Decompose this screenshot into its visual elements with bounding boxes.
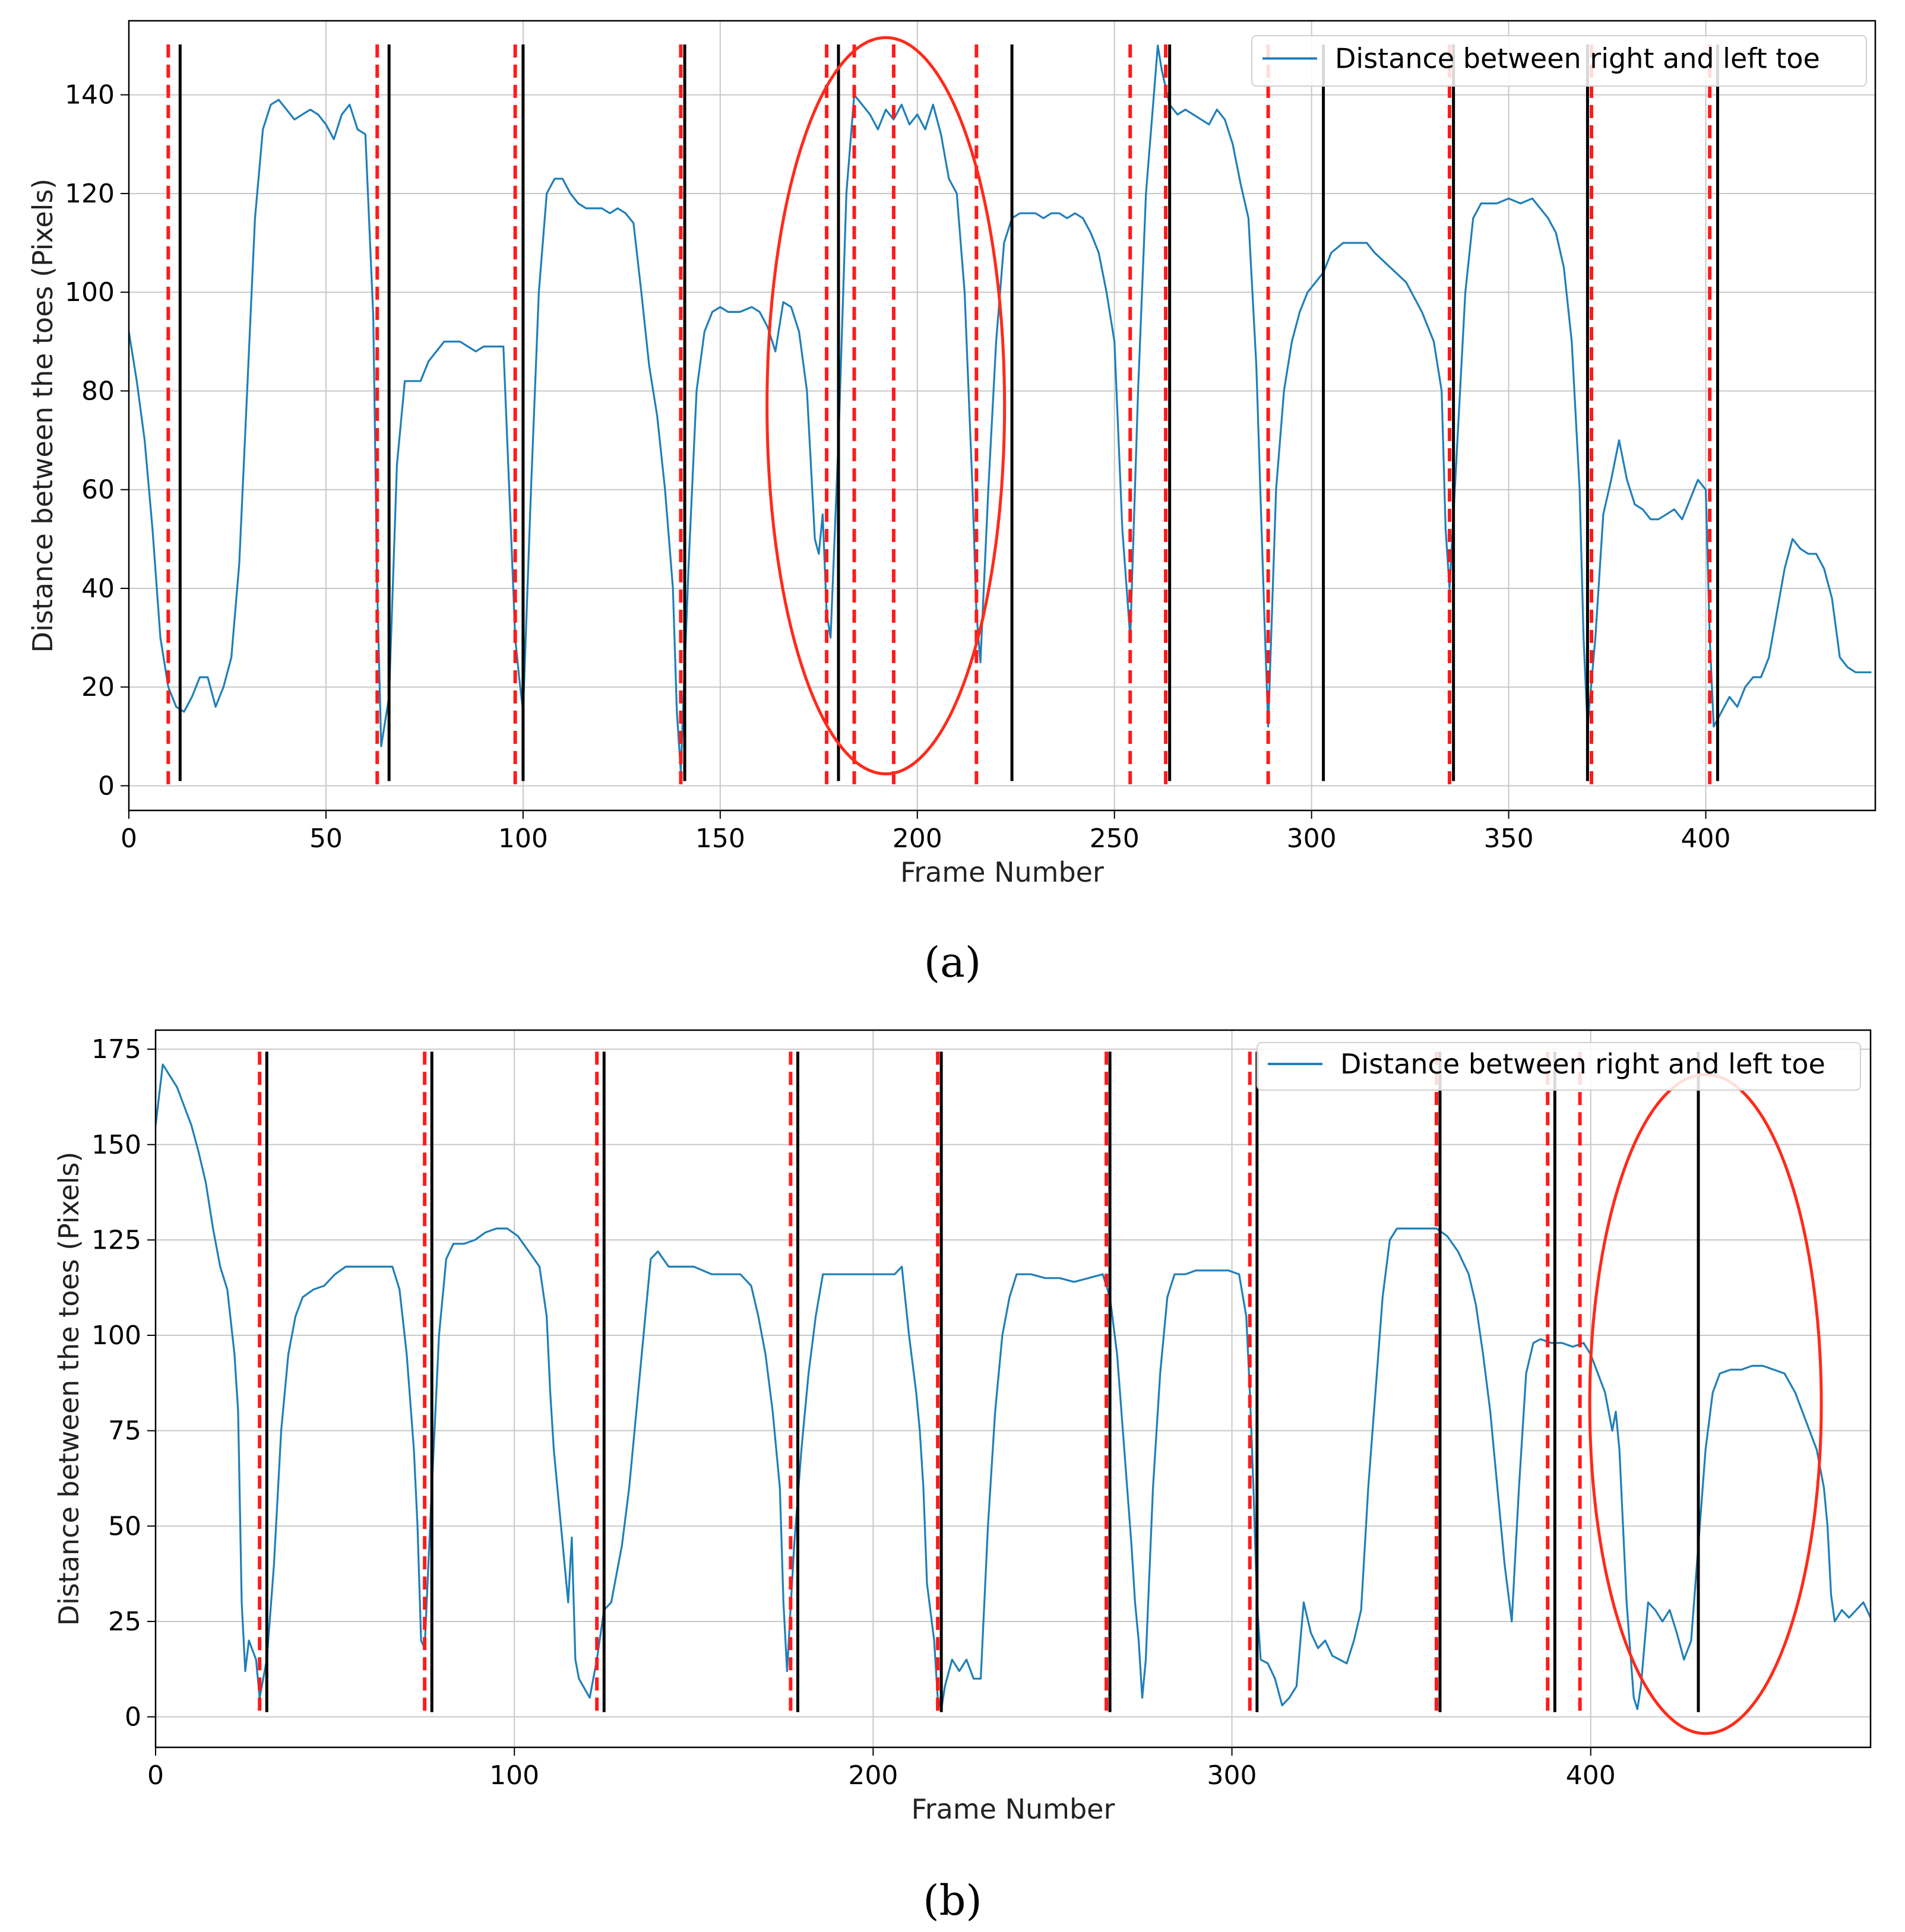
x-tick-label: 0	[147, 1760, 164, 1791]
axes-frame	[154, 1029, 1872, 1749]
x-axis-label: Frame Number	[912, 1793, 1115, 1825]
y-tick-label: 175	[91, 1034, 141, 1065]
axes-frame	[128, 20, 1876, 812]
y-tick-label: 40	[81, 574, 115, 604]
x-axis-label: Frame Number	[900, 856, 1104, 888]
series-line-0	[156, 1063, 1871, 1711]
legend-box	[1257, 1042, 1861, 1091]
highlight-ellipse	[1588, 1073, 1823, 1735]
y-tick-label: 120	[65, 179, 115, 209]
panel-caption: (b)	[923, 1876, 982, 1925]
x-tick-label: 50	[309, 824, 343, 854]
x-tick-label: 400	[1681, 824, 1731, 854]
y-tick-label: 75	[108, 1416, 141, 1446]
y-axis-label: Distance between the toes (Pixels)	[27, 179, 59, 653]
chart-panel-a: 0 50 100 150 200 250 300 350 400 0 20 40 60 80 100 120 1…	[27, 20, 1876, 987]
y-tick-label: 0	[98, 771, 115, 801]
y-tick-label: 150	[91, 1130, 141, 1160]
x-tick-label: 0	[121, 824, 137, 854]
y-tick-label: 60	[81, 475, 115, 505]
y-tick-label: 0	[125, 1702, 141, 1733]
x-tick-label: 400	[1566, 1760, 1616, 1791]
y-tick-label: 125	[91, 1225, 141, 1255]
legend: Distance between right and left toe	[1257, 1042, 1861, 1091]
y-tick-label: 50	[108, 1511, 141, 1541]
legend: Distance between right and left toe	[1251, 35, 1867, 87]
x-tick-label: 100	[489, 1760, 539, 1791]
panel-caption: (a)	[924, 938, 981, 987]
chart-panel-b: 0 100 200 300 400 0 25 50 75 100 125 150 175 Frame Nu…	[53, 1029, 1872, 1925]
x-tick-label: 300	[1287, 824, 1337, 854]
y-tick-label: 80	[81, 376, 115, 406]
highlight-ellipse	[765, 36, 1007, 775]
x-tick-label: 200	[893, 824, 942, 854]
plot-area	[156, 1051, 1871, 1735]
y-tick-label: 25	[108, 1607, 141, 1637]
legend-entry: Distance between right and left toe	[1340, 1048, 1825, 1080]
x-tick-label: 300	[1207, 1760, 1257, 1791]
x-tick-label: 200	[848, 1760, 898, 1791]
y-tick-label: 20	[81, 672, 115, 702]
x-tick-label: 250	[1090, 824, 1140, 854]
x-tick-label: 100	[498, 824, 548, 854]
plot-area	[129, 36, 1872, 785]
x-tick-label: 350	[1484, 824, 1534, 854]
y-tick-label: 100	[65, 277, 115, 308]
legend-box	[1251, 35, 1867, 87]
y-tick-label: 100	[91, 1320, 141, 1351]
x-tick-label: 150	[695, 824, 745, 854]
legend-entry: Distance between right and left toe	[1335, 43, 1820, 75]
y-axis-label: Distance between the toes (Pixels)	[53, 1152, 85, 1626]
y-tick-label: 140	[65, 80, 115, 110]
